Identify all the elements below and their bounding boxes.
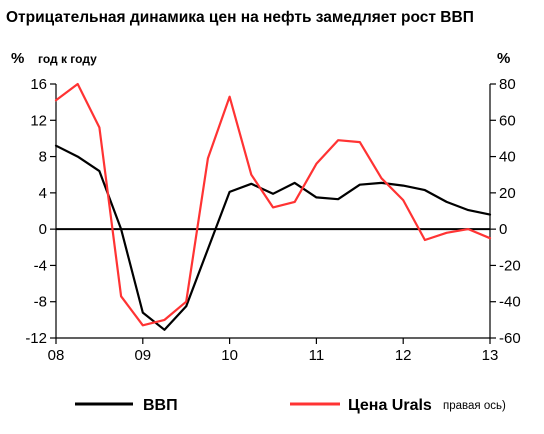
x-tick-label: 09 [134, 347, 151, 364]
series-line-urals [54, 82, 492, 327]
left-tick-label: 12 [30, 112, 47, 129]
left-tick-label: 0 [39, 221, 47, 238]
x-axis-ticks: 08 09 10 11 12 13 [48, 338, 499, 364]
left-tick-label: 4 [39, 185, 47, 202]
right-tick-label: -20 [499, 257, 521, 274]
right-tick-label: 60 [499, 112, 516, 129]
left-tick-label: 16 [30, 76, 47, 93]
right-tick-label: 0 [499, 221, 507, 238]
left-axis-sublabel: год к году [38, 52, 97, 66]
right-axis-ticks: 80 60 40 20 0 -20 -40 -60 [490, 76, 521, 347]
legend-label-gdp: ВВП [143, 397, 178, 414]
x-tick-label: 11 [309, 347, 325, 364]
right-tick-label: 20 [499, 185, 516, 202]
right-tick-label: 80 [499, 76, 516, 93]
x-tick-label: 13 [482, 347, 499, 364]
x-tick-label: 08 [48, 347, 65, 364]
x-tick-label: 10 [221, 347, 238, 364]
chart-title: Отрицательная динамика цен на нефть заме… [6, 9, 474, 26]
right-tick-label: 40 [499, 149, 516, 166]
legend-label-urals: Цена Urals [348, 397, 432, 414]
right-tick-label: -60 [499, 330, 521, 347]
axes [55, 84, 491, 339]
left-tick-label: 8 [39, 149, 47, 166]
left-tick-label: -8 [34, 294, 47, 311]
left-axis-ticks: 16 12 8 4 0 -4 -8 -12 [25, 76, 56, 347]
legend: ВВП Цена Urals правая ось) [75, 397, 506, 414]
series-line-gdp [54, 144, 492, 331]
legend-note-urals: правая ось) [443, 400, 506, 412]
series-layer [54, 82, 492, 331]
left-axis-unit: % [11, 50, 24, 67]
right-axis-unit: % [497, 50, 510, 67]
x-tick-label: 12 [395, 347, 412, 364]
left-tick-label: -4 [34, 257, 47, 274]
right-tick-label: -40 [499, 294, 521, 311]
left-tick-label: -12 [25, 330, 47, 347]
